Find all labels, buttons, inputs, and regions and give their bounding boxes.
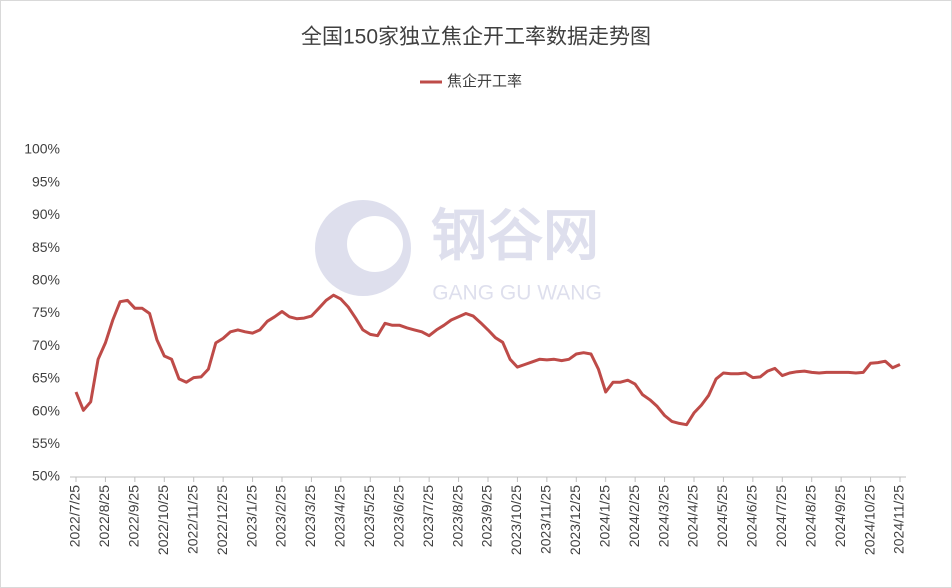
y-tick-label: 70% <box>32 337 60 353</box>
x-tick-label: 2023/7/25 <box>420 485 436 547</box>
y-tick-label: 80% <box>32 272 60 288</box>
watermark-logo-inner <box>347 216 403 272</box>
y-tick-label: 95% <box>32 173 60 189</box>
x-tick-label: 2022/8/25 <box>96 485 112 547</box>
watermark: 钢谷网 GANG GU WANG <box>315 200 602 305</box>
x-tick-label: 2023/12/25 <box>567 485 583 555</box>
x-tick-label: 2023/8/25 <box>449 485 465 547</box>
x-tick-label: 2024/1/25 <box>596 485 612 547</box>
watermark-subtitle: GANG GU WANG <box>432 282 602 305</box>
x-tick-label: 2022/10/25 <box>155 485 171 555</box>
x-tick-label: 2024/2/25 <box>626 485 642 547</box>
x-tick-label: 2024/9/25 <box>832 485 848 547</box>
y-tick-label: 90% <box>32 206 60 222</box>
x-tick-label: 2023/1/25 <box>243 485 259 547</box>
x-tick-label: 2024/4/25 <box>685 485 701 547</box>
y-tick-label: 100% <box>24 141 60 157</box>
x-tick-label: 2023/6/25 <box>390 485 406 547</box>
series-line <box>74 293 901 427</box>
x-tick-label: 2024/5/25 <box>714 485 730 547</box>
y-tick-label: 65% <box>32 370 60 386</box>
x-tick-label: 2024/11/25 <box>891 485 907 554</box>
y-tick-label: 85% <box>32 239 60 255</box>
x-tick-label: 2023/11/25 <box>538 485 554 554</box>
x-tick-label: 2024/10/25 <box>861 485 877 555</box>
x-tick-label: 2022/7/25 <box>67 485 83 547</box>
x-tick-label: 2024/6/25 <box>744 485 760 547</box>
watermark-text: 钢谷网 <box>431 204 599 267</box>
y-tick-label: 60% <box>32 402 60 418</box>
x-tick-label: 2023/9/25 <box>479 485 495 547</box>
x-tick-label: 2024/8/25 <box>802 485 818 547</box>
x-tick-label: 2022/9/25 <box>126 485 142 547</box>
y-tick-label: 55% <box>32 435 60 451</box>
legend-label: 焦企开工率 <box>447 72 522 90</box>
y-tick-label: 75% <box>32 304 60 320</box>
x-tick-label: 2023/4/25 <box>332 485 348 547</box>
x-tick-label: 2023/10/25 <box>508 485 524 555</box>
x-tick-label: 2022/11/25 <box>184 485 200 554</box>
x-tick-label: 2024/3/25 <box>655 485 671 547</box>
chart-title: 全国150家独立焦企开工率数据走势图 <box>301 26 651 49</box>
x-tick-label: 2023/5/25 <box>361 485 377 547</box>
watermark-logo <box>315 200 411 296</box>
y-tick-label: 50% <box>32 468 60 484</box>
x-tick-label: 2023/3/25 <box>302 485 318 547</box>
x-tick-label: 2024/7/25 <box>773 485 789 547</box>
x-tick-label: 2023/2/25 <box>273 485 289 547</box>
x-tick-label: 2022/12/25 <box>214 485 230 555</box>
